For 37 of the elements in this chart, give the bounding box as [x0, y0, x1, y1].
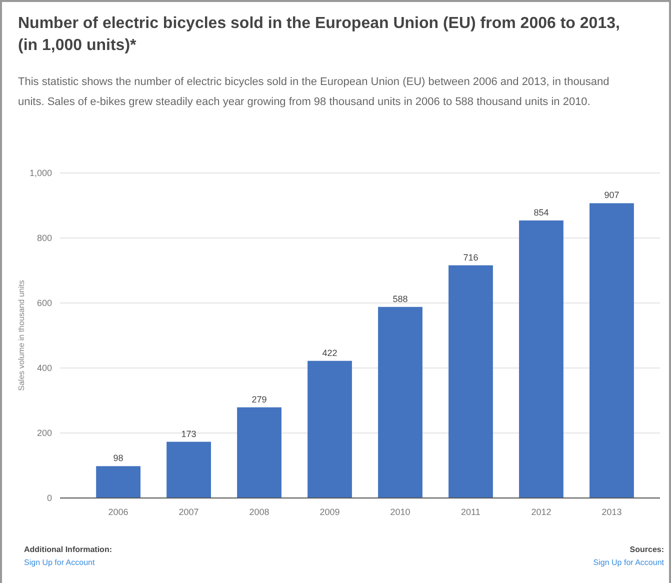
data-label: 98	[113, 453, 124, 464]
y-tick-label: 0	[46, 493, 52, 503]
data-label: 173	[181, 428, 196, 439]
data-label: 588	[392, 294, 408, 304]
data-label: 422	[322, 348, 338, 358]
y-tick-label: 1,000	[29, 168, 52, 178]
bar	[308, 360, 352, 498]
bar	[237, 407, 282, 498]
bar	[378, 306, 422, 498]
text: Additional Information:	[24, 545, 112, 554]
x-tick-label: 2006	[108, 507, 128, 517]
chart-title: Number of electric bicycles sold in the European Union (EU) from 2006 to 2013, (in 1,000 units)*	[18, 15, 620, 54]
y-tick-label: 200	[36, 428, 52, 438]
data-label: 854	[534, 207, 549, 218]
text: Sign Up for Account	[593, 558, 665, 567]
x-tick-label: 2012	[531, 507, 552, 517]
y-axis-title: Sales volume in thousand units	[17, 280, 26, 391]
y-tick-label: 400	[36, 363, 52, 373]
x-tick-label: 2009	[320, 507, 340, 517]
bar	[96, 466, 140, 498]
y-tick-label: 600	[36, 298, 52, 308]
bar	[519, 220, 564, 498]
text: Sign Up for Account	[24, 558, 96, 567]
x-tick-label: 2008	[249, 507, 270, 517]
y-tick-label: 800	[36, 233, 52, 243]
x-tick-label: 2007	[178, 507, 199, 517]
x-tick-label: 2013	[602, 507, 622, 517]
bar	[166, 442, 211, 498]
data-label: 279	[252, 394, 267, 404]
bar	[590, 203, 634, 498]
x-tick-label: 2011	[461, 507, 480, 517]
data-label: 716	[463, 252, 478, 262]
x-tick-label: 2010	[390, 507, 410, 517]
bar	[448, 265, 493, 498]
data-label: 907	[604, 190, 620, 200]
source-note: Sources:	[630, 545, 664, 554]
chart-subtitle: This statistic shows the number of electric bicycles sold in the European Union (EU) between 2006 and 2013, in thousand units. Sales of e-bikes grew steadily each year growing from 98 thousand units in 2006 to 588 thousand units in 2010.	[18, 76, 610, 108]
